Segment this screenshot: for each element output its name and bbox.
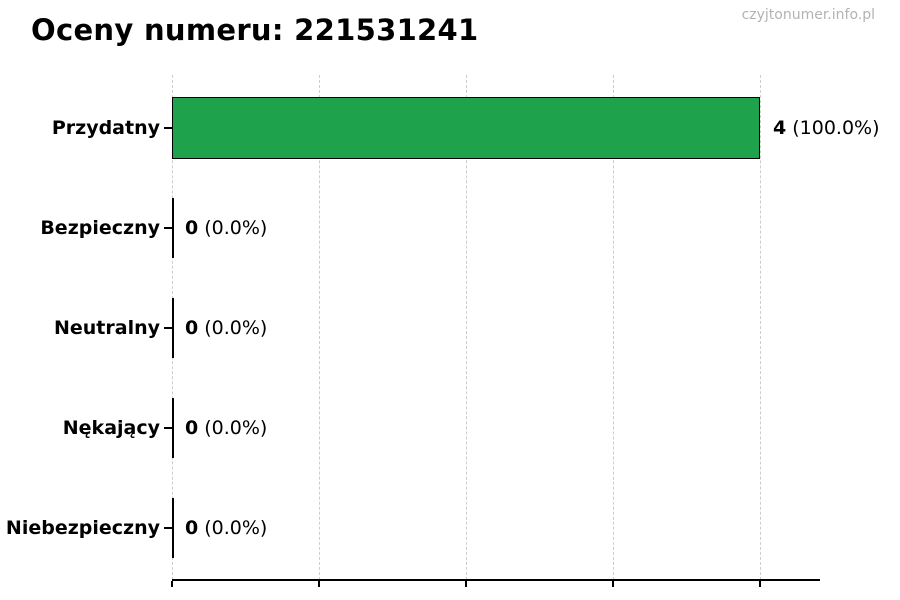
y-tick (164, 427, 172, 429)
bar (172, 498, 174, 558)
bar-row: Przydatny 4 (100.0%) (0, 97, 900, 159)
category-label: Przydatny (51, 117, 160, 139)
bar-row: Neutralny 0 (0.0%) (0, 297, 900, 359)
category-label: Niebezpieczny (5, 517, 160, 539)
y-tick (164, 327, 172, 329)
bar-value-label: 0 (0.0%) (185, 217, 267, 239)
x-tick (171, 581, 173, 587)
category-label: Bezpieczny (40, 217, 160, 239)
gridline (613, 75, 614, 580)
bar-value-label: 4 (100.0%) (773, 117, 880, 139)
y-tick (164, 227, 172, 229)
category-label: Neutralny (53, 317, 160, 339)
gridline (319, 75, 320, 580)
category-label: Nękający (62, 417, 160, 439)
bar-value-label: 0 (0.0%) (185, 517, 267, 539)
bar-row: Niebezpieczny 0 (0.0%) (0, 497, 900, 559)
bar (172, 398, 174, 458)
bar-count: 0 (185, 317, 199, 339)
bar-row: Nękający 0 (0.0%) (0, 397, 900, 459)
x-tick (318, 581, 320, 587)
bar-percent: (0.0%) (204, 417, 268, 439)
bar-percent: (0.0%) (204, 517, 268, 539)
x-axis-line (172, 579, 820, 581)
bar-percent: (0.0%) (204, 317, 268, 339)
y-tick (164, 127, 172, 129)
bar-count: 0 (185, 517, 199, 539)
bar (172, 298, 174, 358)
bar-value-label: 0 (0.0%) (185, 417, 267, 439)
bar-value-label: 0 (0.0%) (185, 317, 267, 339)
bar-percent: (100.0%) (792, 117, 880, 139)
bar (172, 198, 174, 258)
bar-row: Bezpieczny 0 (0.0%) (0, 197, 900, 259)
bar (172, 97, 760, 159)
bar-count: 0 (185, 417, 199, 439)
x-tick (465, 581, 467, 587)
gridline (760, 75, 761, 580)
y-tick (164, 527, 172, 529)
bar-count: 4 (773, 117, 787, 139)
x-tick (759, 581, 761, 587)
bar-percent: (0.0%) (204, 217, 268, 239)
bar-count: 0 (185, 217, 199, 239)
gridline (466, 75, 467, 580)
x-tick (612, 581, 614, 587)
watermark: czyjtonumer.info.pl (741, 7, 875, 23)
chart-title: Oceny numeru: 221531241 (31, 13, 479, 47)
